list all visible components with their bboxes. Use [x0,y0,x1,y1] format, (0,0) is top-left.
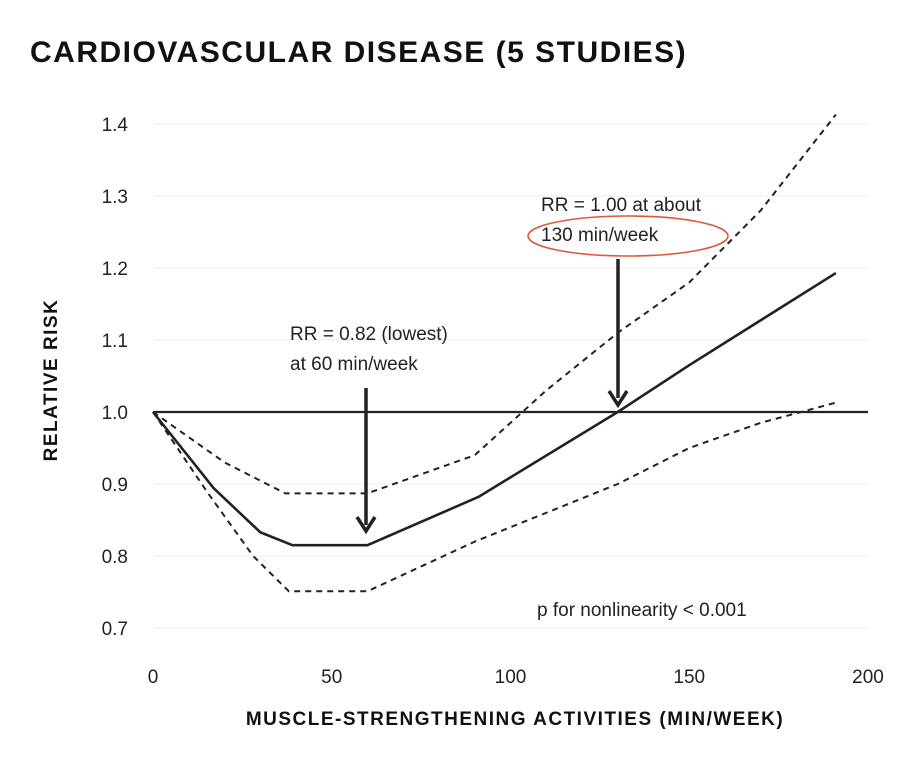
lower-ci-line [152,401,837,593]
arrow-lowest [355,388,377,535]
y-tick-label: 0.7 [102,619,128,640]
x-tick-label: 0 [148,667,159,688]
y-tick-label: 1.3 [102,187,128,208]
y-axis-label: RELATIVE RISK [41,299,62,462]
annotation-pvalue: p for nonlinearity < 0.001 [537,600,747,621]
annotation-ref-line1: RR = 1.00 at about [541,195,702,216]
estimate-line [151,271,837,547]
y-tick-label: 1.4 [102,115,129,136]
y-tick-label: 1.2 [102,259,128,280]
highlight-ellipse [527,215,729,257]
y-tick-label: 0.8 [102,547,128,568]
y-tick-label: 1.0 [102,403,128,424]
x-axis-label: MUSCLE-STRENGTHENING ACTIVITIES (MIN/WEE… [246,709,784,730]
x-tick-label: 100 [495,667,527,688]
y-tick-label: 1.1 [102,331,128,352]
y-tick-label: 0.9 [102,475,128,496]
x-tick-label: 50 [321,667,342,688]
x-tick-label: 150 [673,667,705,688]
arrow-ref [607,259,629,409]
annotation-ref-line2: 130 min/week [541,225,659,246]
upper-ci-line [152,114,837,495]
annotation-lowest-line1: RR = 0.82 (lowest) [290,324,448,345]
chart-title: CARDIOVASCULAR DISEASE (5 STUDIES) [30,36,687,69]
annotation-lowest-line2: at 60 min/week [290,354,418,375]
x-tick-label: 200 [852,667,884,688]
